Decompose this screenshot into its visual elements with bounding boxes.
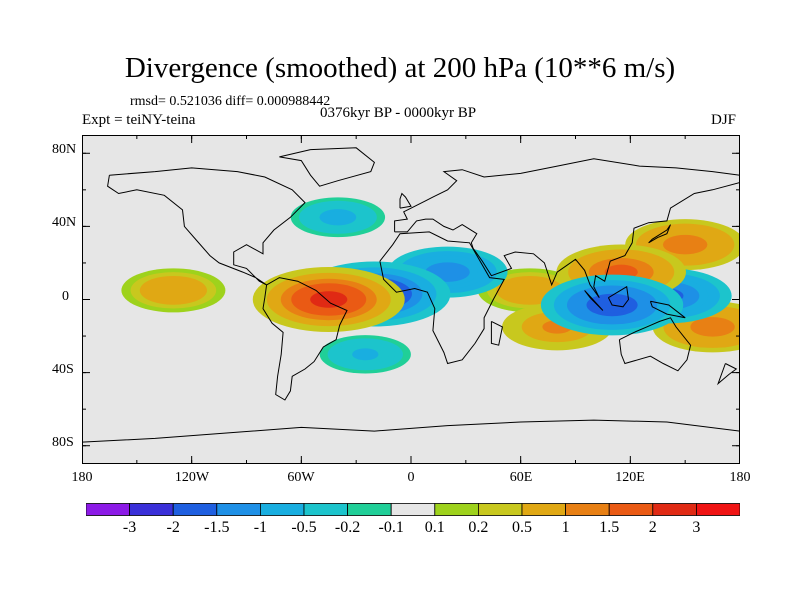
coastline-1 (262, 277, 348, 401)
xlabel-120e: 120E (615, 470, 645, 485)
colorbar-label: -3 (122, 519, 137, 536)
colorbar-swatch (652, 503, 697, 516)
colorbar-swatch (303, 503, 348, 516)
coastline-0 (107, 167, 306, 286)
colorbar-swatch (477, 503, 523, 516)
colorbar-label: 0.2 (468, 519, 489, 536)
colorbar-swatch (608, 503, 654, 516)
xlabel-180e: 180 (729, 470, 751, 485)
divergence-map (82, 135, 740, 464)
colorbar-swatch (521, 503, 566, 516)
field-contour-7-5 (696, 319, 729, 334)
colorbar-swatch (390, 503, 436, 516)
xlabel-0: 0 (407, 470, 415, 485)
coastlines (82, 147, 740, 443)
coastline-10 (490, 320, 503, 346)
coastline-12 (648, 224, 671, 244)
plot-title: Divergence (smoothed) at 200 hPa (10**6 … (124, 52, 676, 84)
colorbar-label: -1.5 (204, 519, 230, 536)
field-contour-0-5 (352, 348, 379, 361)
colorbar-swatch (565, 503, 610, 516)
ylabel-80n: 80N (52, 142, 77, 157)
xlabel-120w: 120W (174, 470, 210, 485)
ylabel-40n: 40N (52, 215, 77, 230)
colorbar-swatch (434, 503, 479, 516)
coastline-6 (584, 290, 604, 311)
colorbar (86, 503, 740, 516)
coastline-5 (618, 317, 692, 372)
coastline-2 (279, 147, 375, 187)
colorbar-label: 0.5 (512, 519, 532, 536)
colorbar-swatch (347, 503, 392, 516)
colorbar-swatch (216, 503, 261, 516)
period-label: 0376kyr BP - 0000kyr BP (320, 105, 477, 121)
stats-text: rmsd= 0.521036 diff= 0.000988442 (130, 94, 331, 109)
xlabel-60e: 60E (509, 470, 533, 485)
coastline-7 (607, 285, 630, 308)
colorbar-label: -0.2 (334, 519, 361, 536)
colorbar-label: 1 (561, 519, 570, 536)
xlabel-60w: 60W (287, 470, 315, 485)
coastline-8 (649, 300, 686, 319)
field-contour-1-5 (324, 211, 352, 224)
colorbar-label: 1.5 (599, 519, 620, 536)
colorbar-label: 2 (648, 519, 657, 536)
colorbar-swatch (129, 503, 174, 516)
ylabel-0: 0 (62, 289, 69, 304)
xlabel-180w: 180 (71, 470, 93, 485)
experiment-label: Expt = teiNY-teina (82, 112, 196, 128)
colorbar-swatch (259, 503, 305, 516)
colorbar-swatch (696, 503, 740, 516)
field-contour-6-5 (669, 237, 701, 252)
field-contour-12-5 (310, 291, 348, 308)
coastline-11 (399, 192, 412, 209)
axis-ticks (82, 135, 740, 464)
field-contour-5-5 (431, 265, 464, 280)
season-label: DJF (711, 112, 737, 128)
colorbar-label: -1 (253, 519, 268, 536)
colorbar-swatch (86, 503, 130, 516)
field-contour-2-5 (159, 283, 188, 297)
coastline-9 (716, 363, 738, 386)
coastline-13 (82, 419, 740, 443)
coastline-3 (379, 231, 505, 365)
colorbar-label: -0.1 (378, 519, 404, 536)
ylabel-40s: 40S (52, 362, 74, 377)
colorbar-label: -2 (166, 519, 180, 536)
colorbar-label: 3 (692, 519, 701, 536)
field-contour-3-5 (515, 283, 545, 297)
ylabel-80s: 80S (52, 435, 74, 450)
colorbar-label: 0.1 (424, 519, 445, 536)
colorbar-label: -0.5 (291, 519, 317, 536)
colorbar-swatch (172, 503, 218, 516)
coastline-4 (394, 158, 740, 298)
